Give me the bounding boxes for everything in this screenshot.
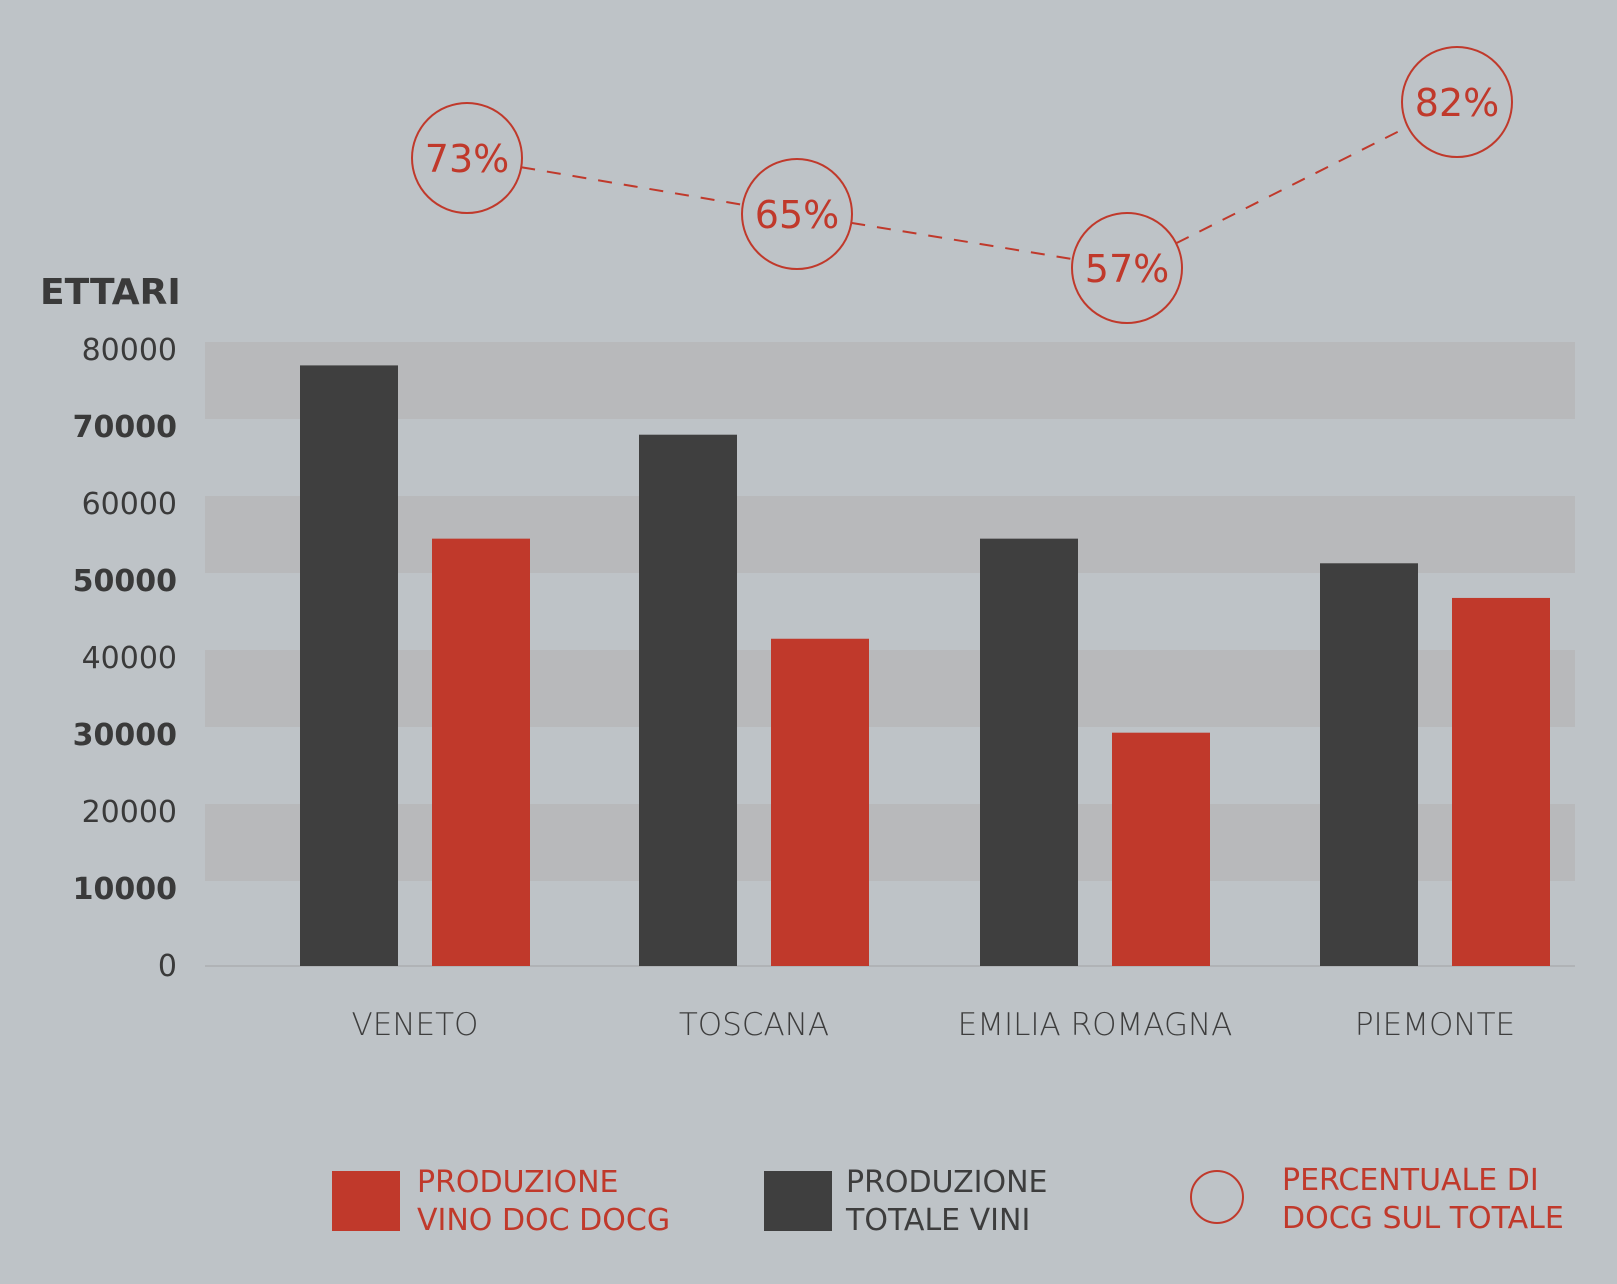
y-tick-label: 60000 bbox=[82, 487, 177, 522]
y-tick-label: 30000 bbox=[73, 718, 177, 753]
y-tick-label: 0 bbox=[158, 949, 177, 984]
grid-band bbox=[205, 342, 1575, 419]
bar-doc-piemonte bbox=[1452, 597, 1550, 966]
y-axis-label: ETTARI bbox=[40, 272, 181, 313]
legend-label-doc-line1: PRODUZIONE bbox=[417, 1165, 619, 1200]
legend-label-percentuale-line2: DOCG SUL TOTALE bbox=[1282, 1201, 1564, 1236]
percentage-label: 82% bbox=[1415, 81, 1499, 125]
bar-doc-veneto bbox=[432, 538, 530, 966]
bar-doc-emilia-romagna bbox=[1112, 732, 1210, 966]
y-tick-label: 80000 bbox=[82, 333, 177, 368]
x-axis-ticks: VENETO TOSCANA EMILIA ROMAGNA PIEMONTE bbox=[352, 1007, 1516, 1043]
percentage-circle bbox=[1071, 212, 1183, 324]
legend-swatch-doc bbox=[332, 1171, 400, 1231]
legend-label-totale-line2: TOTALE VINI bbox=[845, 1203, 1030, 1238]
y-tick-label: 40000 bbox=[82, 641, 177, 676]
x-tick-label: TOSCANA bbox=[679, 1007, 829, 1043]
percentage-connector bbox=[521, 166, 743, 206]
y-tick-label: 70000 bbox=[73, 410, 177, 445]
percentage-circle bbox=[1401, 46, 1513, 158]
percentage-label: 65% bbox=[755, 193, 839, 237]
legend-swatch-totale bbox=[764, 1171, 832, 1231]
bar-totale-toscana bbox=[639, 434, 737, 966]
percentage-circle bbox=[741, 158, 853, 270]
grid-band bbox=[205, 496, 1575, 573]
percentage-line: 73% 65% 57% 82% bbox=[411, 46, 1513, 324]
percentage-connector bbox=[1175, 125, 1409, 245]
legend-item-percentuale: PERCENTUALE DI DOCG SUL TOTALE bbox=[1190, 1163, 1564, 1236]
bar-totale-veneto bbox=[300, 365, 398, 966]
y-tick-label: 10000 bbox=[73, 872, 177, 907]
percentage-circle bbox=[411, 102, 523, 214]
bar-totale-piemonte bbox=[1320, 563, 1418, 966]
bars bbox=[300, 365, 1550, 966]
legend-item-doc: PRODUZIONE VINO DOC DOCG bbox=[332, 1165, 670, 1238]
percentage-connector bbox=[851, 221, 1073, 261]
legend: PRODUZIONE VINO DOC DOCG PRODUZIONE TOTA… bbox=[332, 1163, 1564, 1238]
x-tick-label: VENETO bbox=[352, 1007, 479, 1043]
percentage-label: 73% bbox=[425, 137, 509, 181]
percentage-label: 57% bbox=[1085, 247, 1169, 291]
legend-swatch-percentuale bbox=[1190, 1170, 1244, 1224]
bar-totale-emilia-romagna bbox=[980, 538, 1078, 966]
y-tick-label: 50000 bbox=[73, 564, 177, 599]
y-axis-ticks: 0 10000 20000 30000 40000 50000 60000 70000 8000… bbox=[73, 333, 177, 984]
bar-doc-toscana bbox=[771, 638, 869, 966]
y-tick-label: 20000 bbox=[82, 795, 177, 830]
legend-item-totale: PRODUZIONE TOTALE VINI bbox=[764, 1165, 1048, 1238]
x-tick-label: EMILIA ROMAGNA bbox=[958, 1007, 1233, 1043]
legend-label-percentuale-line1: PERCENTUALE DI bbox=[1282, 1163, 1539, 1198]
x-tick-label: PIEMONTE bbox=[1355, 1007, 1515, 1043]
legend-label-doc-line2: VINO DOC DOCG bbox=[417, 1203, 670, 1238]
legend-label-totale-line1: PRODUZIONE bbox=[846, 1165, 1048, 1200]
